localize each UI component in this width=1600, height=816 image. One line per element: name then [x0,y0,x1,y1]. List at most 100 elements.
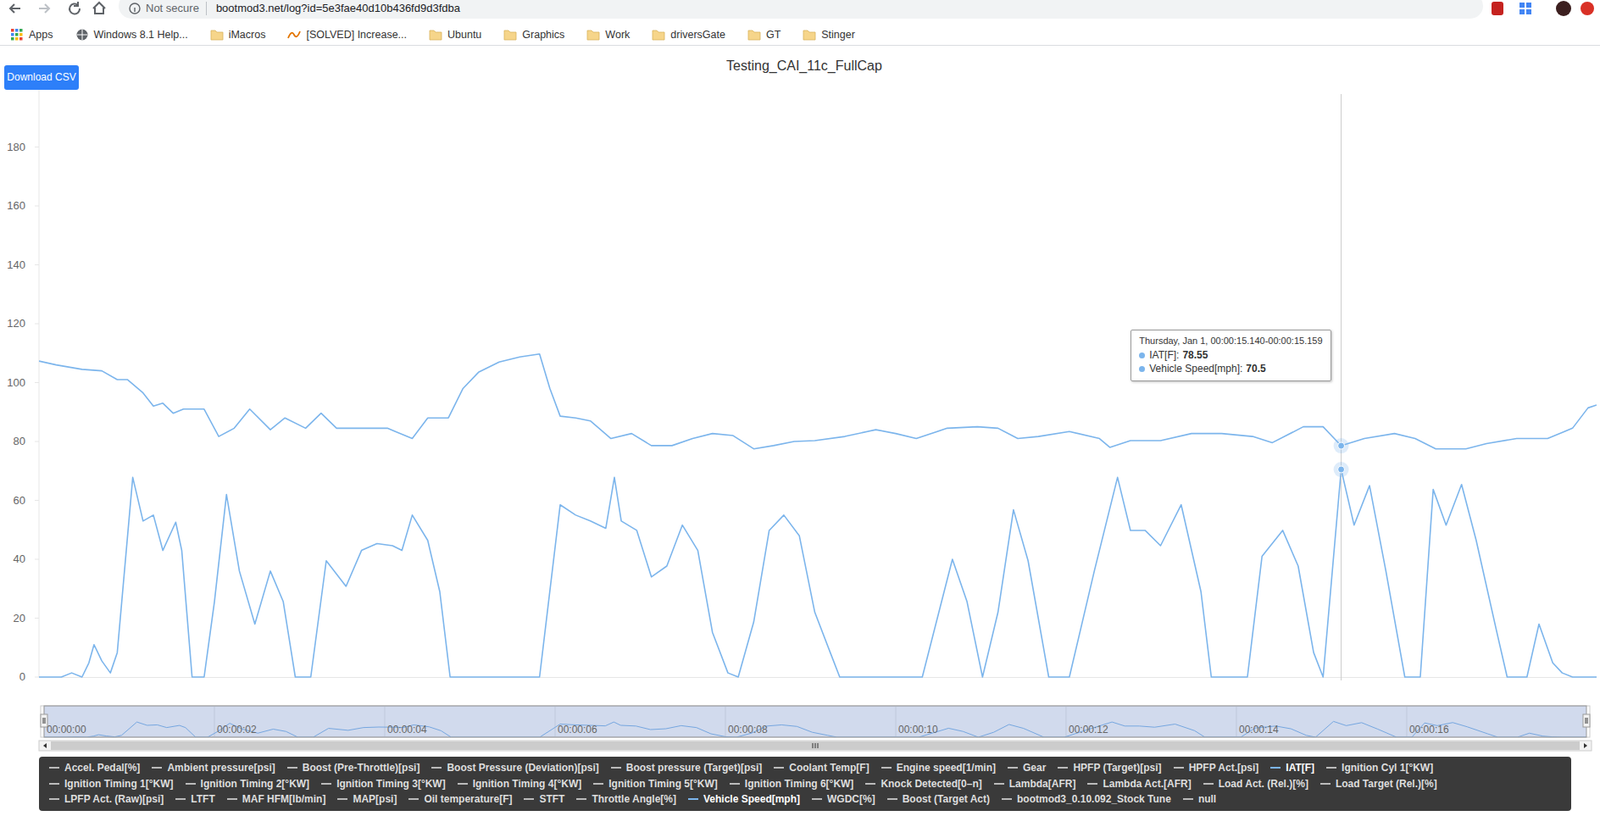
legend-item[interactable]: Ignition Timing 1[°KW] [49,777,174,790]
bookmark-label[interactable]: Work [605,28,630,41]
bookmark[interactable]: Work [586,27,630,42]
legend-item[interactable]: Lambda Act.[AFR] [1087,777,1191,790]
legend-label[interactable]: Coolant Temp[F] [788,761,869,774]
legend-label[interactable]: Gear [1022,761,1046,774]
bookmark-label[interactable]: Stinger [821,28,856,41]
navigator-handle[interactable] [40,714,48,728]
legend-label[interactable]: Lambda Act.[AFR] [1102,777,1191,790]
extension-icon[interactable] [1519,2,1525,8]
extension-icon[interactable] [1526,2,1532,8]
bookmark[interactable]: Ubuntu [428,27,482,42]
legend-label[interactable]: MAP[psi] [352,793,397,806]
navigator-selection[interactable] [44,705,1587,738]
update-icon[interactable] [1580,1,1595,16]
extension-icon[interactable] [1491,1,1504,16]
legend-item[interactable]: Boost (Target Act) [887,793,990,806]
bookmark[interactable]: Windows 8.1 Help... [75,27,189,42]
legend-item[interactable]: Load Act. (Rel.)[%] [1203,777,1309,790]
legend-item[interactable]: WGDC[%] [811,793,876,806]
bookmark-label[interactable]: GT [766,28,781,41]
legend-label[interactable]: Load Target (Rel.)[%] [1335,777,1438,790]
legend-item[interactable]: STFT [523,793,565,806]
legend-item[interactable]: Ignition Timing 5[°KW] [593,777,718,790]
legend-label[interactable]: Accel. Pedal[%] [64,761,140,774]
legend-label[interactable]: WGDC[%] [827,793,876,806]
legend-label[interactable]: STFT [538,793,565,806]
legend-item[interactable]: Coolant Temp[F] [773,761,869,774]
legend-label[interactable]: Load Act. (Rel.)[%] [1218,777,1309,790]
scrollbar-arrow[interactable] [43,743,47,749]
legend-label[interactable]: MAF HFM[lb/min] [242,793,327,806]
legend-label[interactable]: Boost pressure (Target)[psi] [626,761,762,774]
legend-label[interactable]: Vehicle Speed[mph] [703,793,800,806]
bookmark-label[interactable]: Windows 8.1 Help... [94,28,189,41]
legend-label[interactable]: LTFT [190,793,215,806]
bookmark-label[interactable]: Ubuntu [447,28,482,41]
legend-label[interactable]: bootmod3_0.10.092_Stock Tune [1016,793,1172,806]
download-csv-button[interactable]: Download CSV [4,65,79,90]
legend-item[interactable]: Lambda[AFR] [994,777,1077,790]
legend-item[interactable]: LTFT [175,793,215,806]
legend-label[interactable]: Ignition Timing 6[°KW] [744,777,855,790]
legend-label[interactable]: Engine speed[1/min] [896,761,996,774]
extension-icon[interactable] [1519,9,1525,15]
legend-label[interactable]: HPFP (Target)[psi] [1072,761,1162,774]
scrollbar-thumb[interactable] [50,741,1580,750]
back-button[interactable] [10,4,21,13]
legend-item[interactable]: IAT[F] [1270,761,1315,774]
legend-item[interactable]: MAF HFM[lb/min] [227,793,327,806]
legend-label[interactable]: Ambient pressure[psi] [166,761,275,774]
legend-item[interactable]: Engine speed[1/min] [881,761,996,774]
legend-label[interactable]: Ignition Cyl 1[°KW] [1341,761,1434,774]
legend-label[interactable]: Knock Detected[0–n] [880,777,982,790]
legend-item[interactable]: LPFP Act. (Raw)[psi] [49,793,164,806]
bookmark[interactable]: Graphics [503,27,565,42]
reload-button[interactable] [69,1,80,14]
legend-label[interactable]: Throttle Angle[%] [591,793,677,806]
bookmark-label[interactable]: driversGate [670,28,726,41]
legend-item[interactable]: HPFP (Target)[psi] [1057,761,1162,774]
legend-item[interactable]: Ignition Cyl 1[°KW] [1326,761,1434,774]
legend-label[interactable]: Ignition Timing 2[°KW] [200,777,311,790]
legend-item[interactable]: Accel. Pedal[%] [49,761,140,774]
legend-label[interactable]: Ignition Timing 3[°KW] [336,777,446,790]
legend-label[interactable]: null [1198,793,1217,806]
legend-label[interactable]: Ignition Timing 4[°KW] [472,777,583,790]
legend-label[interactable]: Boost Pressure (Deviation)[psi] [446,761,599,774]
legend-item[interactable]: Oil temperature[F] [408,793,512,806]
legend-item[interactable]: Knock Detected[0–n] [865,777,982,790]
legend-item[interactable]: Ignition Timing 3[°KW] [321,777,446,790]
bookmark[interactable]: [SOLVED] Increase... [287,27,407,42]
forward-button[interactable] [38,4,50,13]
legend-label[interactable]: IAT[F] [1285,761,1315,774]
legend-label[interactable]: Ignition Timing 1[°KW] [64,777,174,790]
bookmark[interactable]: Stinger [802,27,856,42]
legend-item[interactable]: Boost (Pre-Throttle)[psi] [287,761,421,774]
legend-item[interactable]: bootmod3_0.10.092_Stock Tune [1001,793,1172,806]
legend-item[interactable]: MAP[psi] [337,793,397,806]
extension-icon[interactable] [1526,9,1532,15]
home-button[interactable] [93,2,106,14]
bookmark[interactable]: GT [747,27,781,42]
legend-item[interactable]: Vehicle Speed[mph] [688,793,800,806]
bookmark-label[interactable]: iMacros [228,28,267,41]
legend-item[interactable]: Boost pressure (Target)[psi] [611,761,762,774]
legend-label[interactable]: Boost (Target Act) [902,793,990,806]
legend-item[interactable]: Ignition Timing 2[°KW] [185,777,311,790]
legend-item[interactable]: Gear [1007,761,1046,774]
bookmark[interactable]: Apps [10,27,54,42]
legend-label[interactable]: Ignition Timing 5[°KW] [608,777,718,790]
legend-label[interactable]: Oil temperature[F] [423,793,512,806]
legend-item[interactable]: null [1183,793,1217,806]
legend-item[interactable]: Ignition Timing 6[°KW] [729,777,855,790]
legend-label[interactable]: LPFP Act. (Raw)[psi] [64,793,164,806]
legend-item[interactable]: HPFP Act.[psi] [1173,761,1260,774]
legend-item[interactable]: Throttle Angle[%] [576,793,677,806]
bookmark[interactable]: driversGate [651,27,726,42]
legend-item[interactable]: Ignition Timing 4[°KW] [457,777,583,790]
scrollbar-arrow[interactable] [1583,743,1588,749]
legend-item[interactable]: Ambient pressure[psi] [151,761,275,774]
bookmark-label[interactable]: [SOLVED] Increase... [305,28,407,41]
navigator-handle[interactable] [1583,714,1590,728]
legend-label[interactable]: HPFP Act.[psi] [1188,761,1260,774]
